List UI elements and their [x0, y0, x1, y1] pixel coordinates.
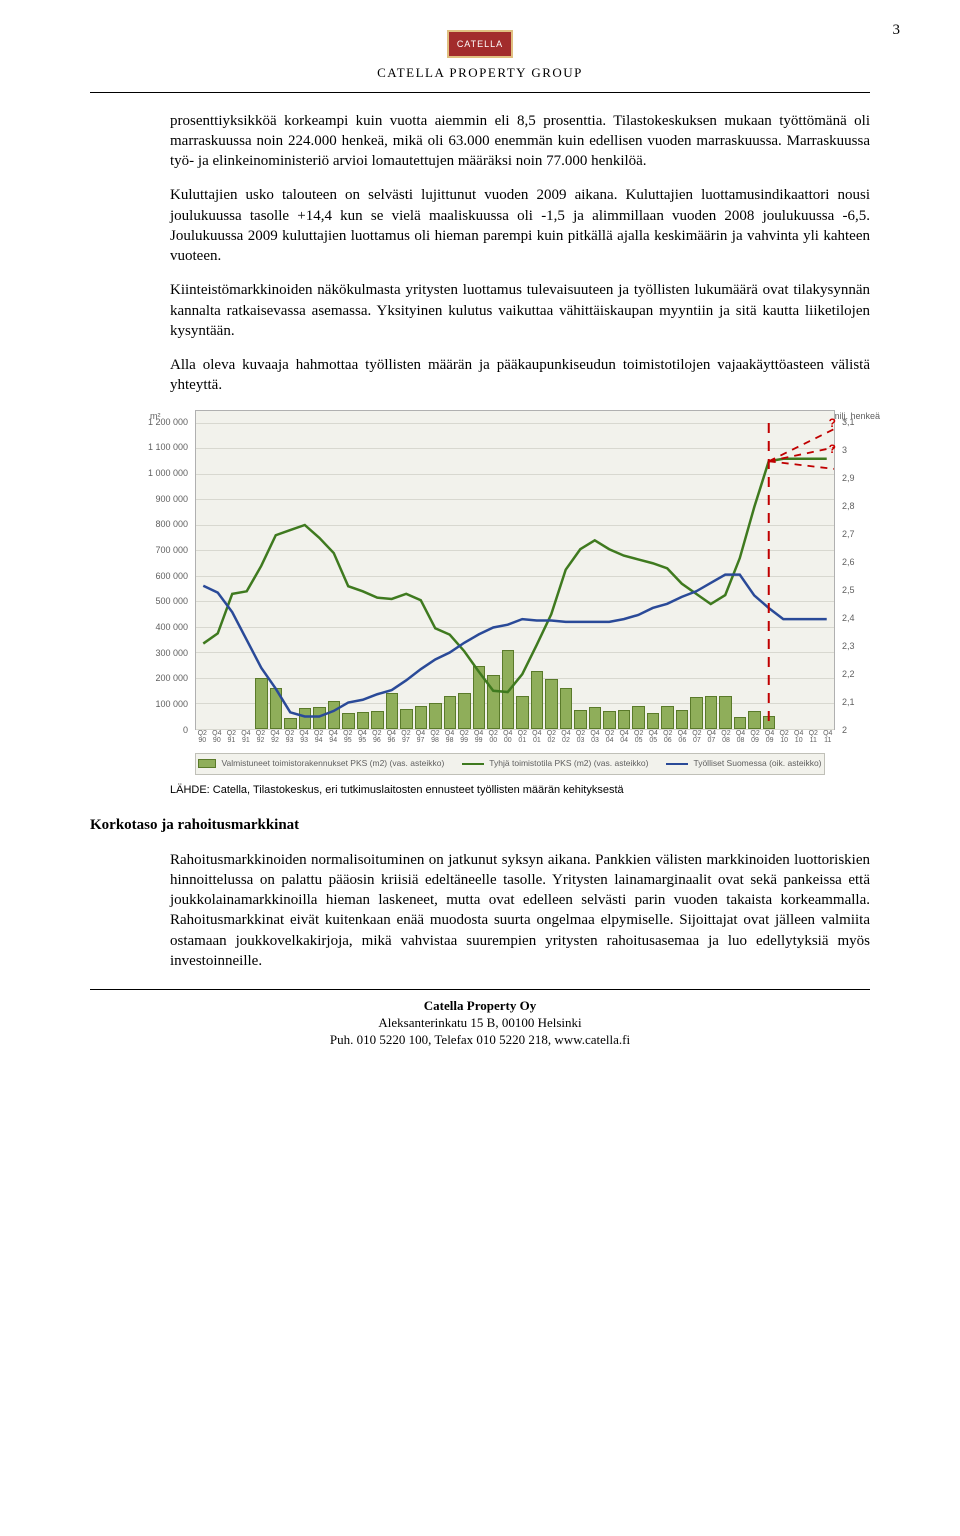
page-number: 3: [893, 20, 901, 40]
body-content: prosenttiyksikköä korkeampi kuin vuotta …: [90, 111, 870, 971]
chart-plot-area: ? ?: [195, 410, 835, 730]
chart-legend: Valmistuneet toimistorakennukset PKS (m2…: [195, 753, 825, 774]
logo: CATELLA: [447, 30, 513, 58]
legend-bar: Valmistuneet toimistorakennukset PKS (m2…: [198, 758, 444, 769]
x-axis-labels: Q290Q490Q291Q491Q292Q492Q293Q493Q294Q494…: [195, 730, 835, 745]
question-mark-icon: ?: [829, 441, 836, 457]
paragraph-3: Kiinteistömarkkinoiden näkökulmasta yrit…: [170, 280, 870, 341]
company-name: CATELLA PROPERTY GROUP: [90, 64, 870, 82]
header: CATELLA CATELLA PROPERTY GROUP: [90, 30, 870, 82]
chart-lines: [196, 423, 834, 729]
divider-bottom: [90, 989, 870, 990]
question-mark-icon: ?: [829, 415, 836, 431]
footer-address: Aleksanterinkatu 15 B, 00100 Helsinki: [90, 1015, 870, 1032]
chart-source: LÄHDE: Catella, Tilastokeskus, eri tutki…: [170, 783, 870, 798]
y-right-labels: 22,12,22,32,42,52,62,72,82,933,1: [838, 422, 880, 730]
footer-contact: Puh. 010 5220 100, Telefax 010 5220 218,…: [90, 1032, 870, 1049]
legend-blue: Työlliset Suomessa (oik. asteikko): [666, 758, 821, 769]
legend-green: Tyhjä toimistotila PKS (m2) (vas. asteik…: [462, 758, 648, 769]
paragraph-4: Alla oleva kuvaaja hahmottaa työllisten …: [170, 355, 870, 396]
y-left-labels: 0100 000200 000300 000400 000500 000600 …: [140, 422, 192, 730]
divider-top: [90, 92, 870, 93]
footer: Catella Property Oy Aleksanterinkatu 15 …: [90, 998, 870, 1049]
section-title: Korkotaso ja rahoitusmarkkinat: [90, 815, 870, 835]
footer-company: Catella Property Oy: [90, 998, 870, 1015]
paragraph-1: prosenttiyksikköä korkeampi kuin vuotta …: [170, 111, 870, 172]
paragraph-2: Kuluttajien usko talouteen on selvästi l…: [170, 185, 870, 266]
chart: m² milj. henkeä 0100 000200 000300 00040…: [140, 410, 880, 775]
y-right-unit: milj. henkeä: [832, 410, 880, 422]
paragraph-5: Rahoitusmarkkinoiden normalisoituminen o…: [170, 850, 870, 972]
